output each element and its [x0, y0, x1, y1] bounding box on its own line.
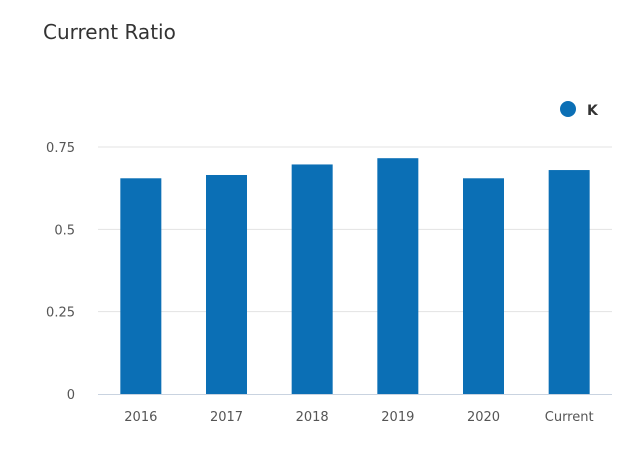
x-axis-ticks: 2016 2017 2018 2019 2020 Current — [124, 410, 593, 425]
y-axis-ticks: 0 0.25 0.5 0.75 — [46, 141, 75, 403]
bar-current[interactable] — [548, 170, 590, 394]
x-tick-label: 2016 — [124, 410, 157, 425]
y-tick-label: 0.5 — [54, 223, 75, 238]
x-tick-label: 2019 — [381, 410, 414, 425]
bar-2020[interactable] — [463, 178, 504, 394]
legend-label: K — [587, 103, 599, 119]
bar-2019[interactable] — [377, 158, 419, 394]
y-tick-label: 0 — [67, 388, 75, 403]
gridlines — [98, 146, 612, 313]
bar-2018[interactable] — [291, 164, 333, 394]
x-tick-label: 2017 — [210, 410, 243, 425]
bars — [120, 158, 590, 394]
x-tick-label: Current — [545, 410, 594, 425]
y-tick-label: 0.25 — [46, 306, 75, 321]
legend[interactable]: K — [560, 101, 599, 119]
bar-2016[interactable] — [120, 178, 162, 394]
y-tick-label: 0.75 — [46, 141, 75, 156]
x-tick-label: 2020 — [467, 410, 500, 425]
chart-title: Current Ratio — [43, 20, 176, 44]
x-tick-label: 2018 — [296, 410, 329, 425]
legend-marker-icon — [560, 101, 576, 117]
bar-2017[interactable] — [206, 174, 247, 394]
